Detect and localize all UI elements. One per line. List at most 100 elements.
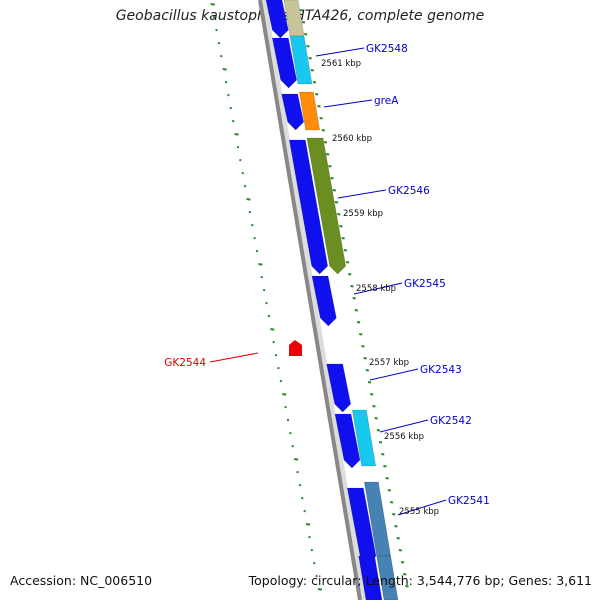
accession-label: Accession: NC_006510 (10, 573, 153, 588)
backbone-shadow (259, 0, 367, 600)
tick-mark (282, 393, 287, 396)
feature-block (306, 137, 346, 275)
gene-label[interactable]: GK2546 (388, 185, 430, 197)
tick-mark (343, 249, 347, 252)
scale-label: 2556 kbp (384, 432, 424, 442)
tick-mark (270, 328, 275, 331)
feature-block (298, 91, 321, 131)
cds-arrow (326, 363, 351, 413)
tick-mark (334, 201, 339, 204)
tick-mark (323, 141, 328, 144)
scale-label: 2560 kbp (332, 134, 372, 144)
callout-line (369, 368, 419, 381)
callout-line (315, 47, 365, 57)
feature-block (376, 555, 399, 600)
tick-mark (234, 133, 239, 136)
tick-mark (359, 333, 363, 336)
tick-mark (321, 129, 325, 132)
tick-mark (381, 453, 385, 456)
callout-line (353, 282, 403, 295)
tick-mark (310, 69, 314, 72)
tick-mark (396, 537, 400, 540)
cds-arrow (311, 275, 337, 327)
cds-arrow (334, 413, 361, 469)
tick-mark (350, 285, 354, 288)
tick-mark (341, 237, 345, 240)
tick-mark (246, 198, 251, 201)
gene-label[interactable]: GK2541 (448, 495, 490, 507)
callout-line (379, 419, 429, 433)
gene-label[interactable]: GK2543 (420, 364, 462, 376)
inner-tick-ring (299, 9, 409, 588)
genome-summary: Topology: circular; Length: 3,544,776 bp… (248, 573, 592, 588)
tick-mark (345, 261, 350, 264)
tick-mark (385, 477, 389, 480)
tick-mark (348, 273, 352, 276)
tick-mark (294, 458, 299, 461)
tick-mark (387, 489, 391, 492)
tick-mark (400, 561, 405, 564)
tick-mark (339, 225, 343, 228)
tick-mark (374, 417, 378, 420)
tick-mark (363, 357, 367, 360)
tick-mark (222, 68, 227, 71)
gene-label[interactable]: GK2545 (404, 278, 446, 290)
tick-mark (337, 213, 341, 216)
tick-mark (315, 93, 319, 96)
tick-mark (405, 585, 409, 588)
cds-arrow (358, 555, 383, 600)
tick-mark (354, 309, 358, 312)
gene-label[interactable]: GK2542 (430, 415, 472, 427)
cds-arrow (281, 93, 304, 131)
scale-labels: 2561 kbp 2560 kbp 2559 kbp 2558 kbp 2557 kbp… (321, 59, 439, 517)
callout-line (397, 499, 447, 516)
tick-mark (376, 429, 380, 432)
tick-mark (326, 153, 330, 156)
tick-mark (370, 393, 374, 396)
tick-mark (210, 3, 215, 6)
tick-mark (367, 381, 372, 384)
tick-mark (398, 549, 402, 552)
cds-arrow (288, 139, 328, 275)
tick-mark (365, 369, 369, 372)
tick-mark (304, 33, 308, 36)
feature-block (351, 409, 377, 467)
tick-mark (361, 345, 365, 348)
gene-label[interactable]: GK2544 (164, 357, 206, 369)
callout-line (323, 99, 373, 108)
callout-line (337, 189, 387, 199)
callout-line (209, 352, 259, 363)
gene-label[interactable]: GK2548 (366, 43, 408, 55)
highlight-feature (289, 340, 302, 356)
tick-mark (328, 165, 332, 168)
cds-arrow (265, 0, 289, 39)
scale-label: 2561 kbp (321, 59, 361, 69)
tick-mark (317, 588, 323, 591)
tick-mark (332, 189, 336, 192)
tick-mark (330, 177, 334, 180)
feature-block (289, 35, 313, 85)
tick-mark (301, 21, 306, 24)
tick-mark (317, 105, 321, 108)
tick-mark (356, 321, 361, 324)
tick-mark (383, 465, 387, 468)
outer-tick-ring (210, 3, 323, 591)
cds-arrow (271, 37, 297, 89)
gene-label[interactable]: greA (374, 95, 399, 107)
tick-mark (258, 263, 263, 266)
tick-mark (308, 57, 312, 60)
feature-track (265, 0, 399, 600)
scale-label: 2558 kbp (356, 284, 396, 294)
tick-mark (299, 9, 303, 12)
tick-mark (305, 523, 311, 526)
tick-mark (378, 441, 383, 444)
scale-label: 2557 kbp (369, 358, 409, 368)
tick-mark (306, 45, 310, 48)
tick-mark (403, 573, 407, 576)
gene-callouts: GK2548 greA GK2546 GK2545 GK2544 GK2543 GK2542… (164, 43, 490, 516)
tick-mark (389, 501, 394, 504)
tick-mark (312, 81, 317, 84)
tick-mark (392, 513, 396, 516)
scale-label: 2555 kbp (399, 507, 439, 517)
